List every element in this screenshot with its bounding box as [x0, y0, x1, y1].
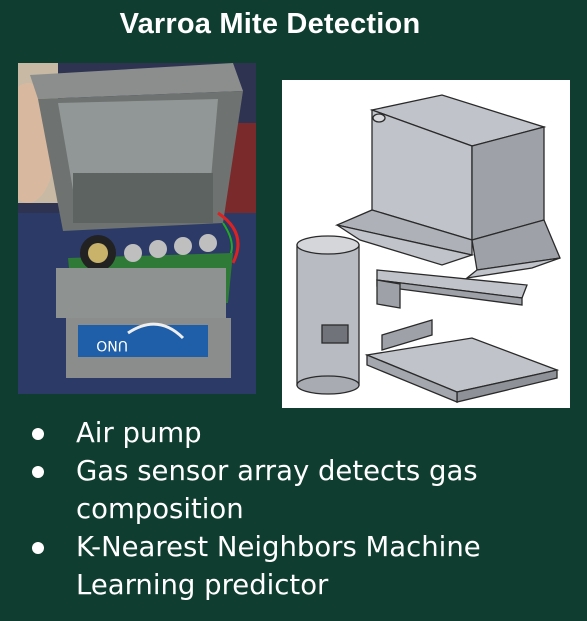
device-photo: UNO	[18, 63, 256, 394]
bullet-item: Air pump	[28, 414, 583, 452]
bullet-list: Air pump Gas sensor array detects gas co…	[28, 414, 583, 604]
board-label: UNO	[96, 337, 128, 353]
bullet-dot-icon	[32, 466, 44, 478]
bullet-text: Gas sensor array detects gas composition	[76, 455, 478, 525]
bullet-item: Gas sensor array detects gas composition	[28, 452, 583, 528]
cad-model-image	[282, 80, 570, 408]
bullet-text: Air pump	[76, 417, 202, 449]
bullet-text: K-Nearest Neighbors Machine Learning pre…	[76, 531, 481, 601]
bullet-dot-icon	[32, 428, 44, 440]
bullet-dot-icon	[32, 542, 44, 554]
slide-title: Varroa Mite Detection	[119, 8, 421, 40]
bullet-item: K-Nearest Neighbors Machine Learning pre…	[28, 528, 583, 604]
